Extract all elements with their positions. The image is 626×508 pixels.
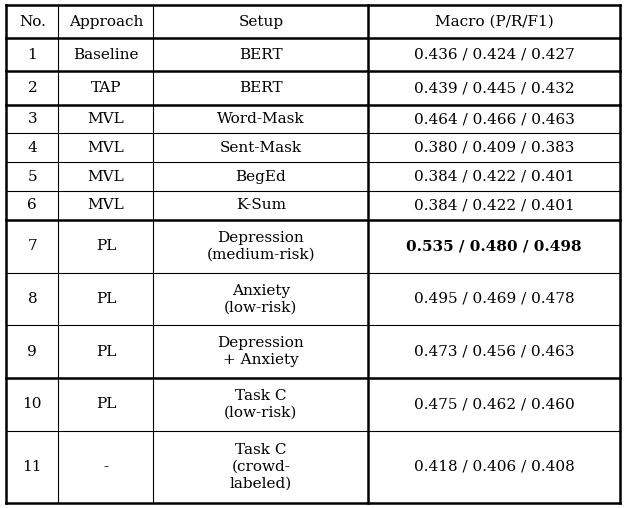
Text: 0.495 / 0.469 / 0.478: 0.495 / 0.469 / 0.478 (414, 292, 574, 306)
Text: MVL: MVL (88, 141, 125, 155)
Text: MVL: MVL (88, 199, 125, 212)
Text: 11: 11 (23, 460, 42, 474)
Text: BERT: BERT (239, 81, 283, 95)
Text: Task C
(low-risk): Task C (low-risk) (224, 389, 297, 420)
Text: Depression
(medium-risk): Depression (medium-risk) (207, 231, 315, 262)
Text: Macro (P/R/F1): Macro (P/R/F1) (434, 15, 553, 28)
Text: 2: 2 (28, 81, 37, 95)
Text: 0.473 / 0.456 / 0.463: 0.473 / 0.456 / 0.463 (414, 344, 574, 359)
Text: 0.464 / 0.466 / 0.463: 0.464 / 0.466 / 0.463 (414, 112, 575, 126)
Text: TAP: TAP (91, 81, 121, 95)
Text: -: - (103, 460, 108, 474)
Text: 0.384 / 0.422 / 0.401: 0.384 / 0.422 / 0.401 (414, 199, 574, 212)
Text: 5: 5 (28, 170, 37, 183)
Text: Anxiety
(low-risk): Anxiety (low-risk) (224, 283, 297, 314)
Text: 0.418 / 0.406 / 0.408: 0.418 / 0.406 / 0.408 (414, 460, 574, 474)
Text: Setup: Setup (239, 15, 284, 28)
Text: 6: 6 (28, 199, 37, 212)
Text: 0.439 / 0.445 / 0.432: 0.439 / 0.445 / 0.432 (414, 81, 574, 95)
Text: BegEd: BegEd (235, 170, 286, 183)
Text: PL: PL (96, 344, 116, 359)
Text: Task C
(crowd-
labeled): Task C (crowd- labeled) (230, 443, 292, 491)
Text: 4: 4 (28, 141, 37, 155)
Text: No.: No. (19, 15, 46, 28)
Text: 0.380 / 0.409 / 0.383: 0.380 / 0.409 / 0.383 (414, 141, 574, 155)
Text: 7: 7 (28, 239, 37, 253)
Text: K-Sum: K-Sum (236, 199, 286, 212)
Text: 0.475 / 0.462 / 0.460: 0.475 / 0.462 / 0.460 (414, 397, 574, 411)
Text: 0.384 / 0.422 / 0.401: 0.384 / 0.422 / 0.401 (414, 170, 574, 183)
Text: PL: PL (96, 239, 116, 253)
Text: 9: 9 (28, 344, 37, 359)
Text: Sent-Mask: Sent-Mask (220, 141, 302, 155)
Text: 0.535 / 0.480 / 0.498: 0.535 / 0.480 / 0.498 (406, 239, 582, 253)
Text: PL: PL (96, 292, 116, 306)
Text: BERT: BERT (239, 48, 283, 62)
Text: Word-Mask: Word-Mask (217, 112, 305, 126)
Text: 8: 8 (28, 292, 37, 306)
Text: 0.436 / 0.424 / 0.427: 0.436 / 0.424 / 0.427 (414, 48, 574, 62)
Text: MVL: MVL (88, 112, 125, 126)
Text: 1: 1 (28, 48, 37, 62)
Text: PL: PL (96, 397, 116, 411)
Text: 10: 10 (23, 397, 42, 411)
Text: Depression
+ Anxiety: Depression + Anxiety (217, 336, 304, 367)
Text: 3: 3 (28, 112, 37, 126)
Text: Approach: Approach (69, 15, 143, 28)
Text: Baseline: Baseline (73, 48, 139, 62)
Text: MVL: MVL (88, 170, 125, 183)
